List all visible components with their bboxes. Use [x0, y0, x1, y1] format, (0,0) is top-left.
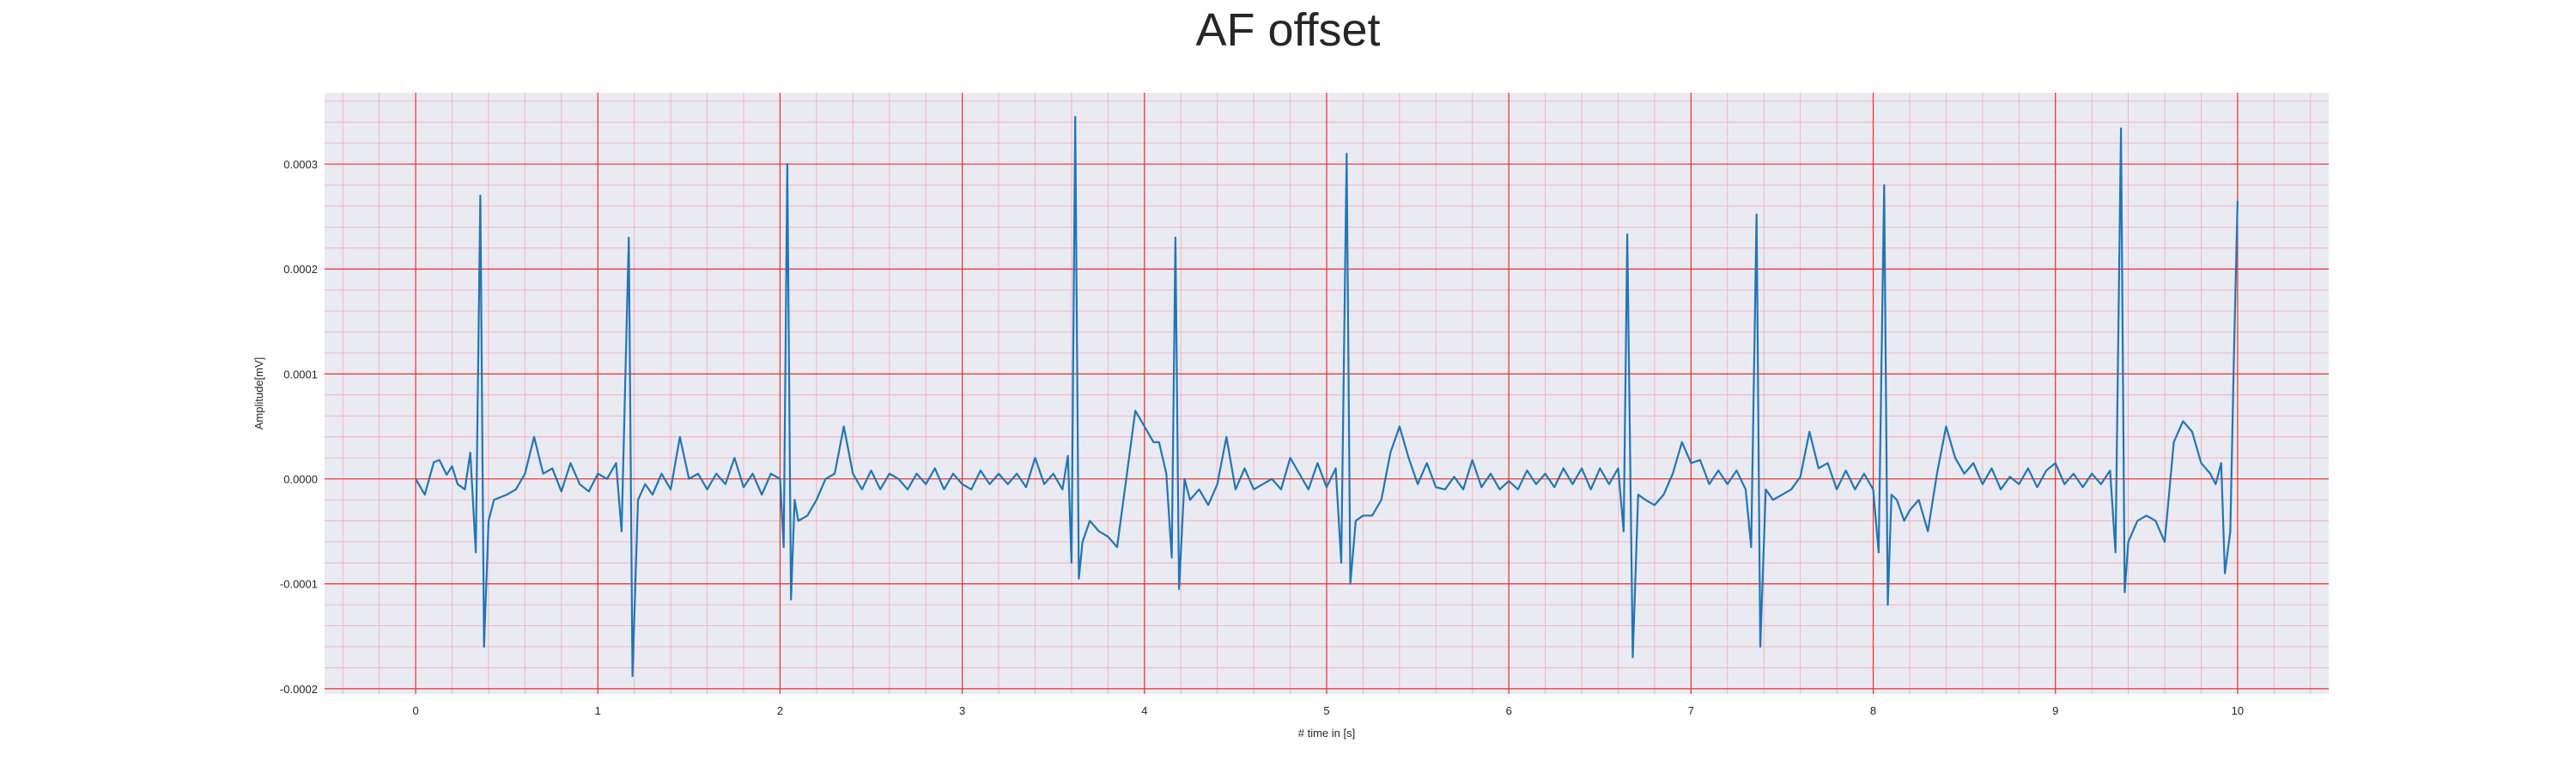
x-tick-label: 2: [777, 704, 783, 717]
ecg-series-line: [415, 116, 2239, 678]
x-axis-ticks: 0 1 2 3 4 5 6 7 8 9 10: [412, 704, 2244, 717]
y-tick-label: -0.0001: [280, 578, 318, 591]
x-tick-label: 9: [2052, 704, 2058, 717]
x-tick-label: 4: [1141, 704, 1147, 717]
x-tick-label: 1: [595, 704, 601, 717]
x-tick-label: 7: [1688, 704, 1694, 717]
y-tick-label: 0.0003: [283, 158, 318, 171]
x-tick-label: 6: [1506, 704, 1512, 717]
x-tick-label: 0: [412, 704, 418, 717]
x-tick-label: 5: [1323, 704, 1329, 717]
y-axis-ticks: -0.0002 -0.0001 0.0000 0.0001 0.0002 0.0003: [280, 158, 318, 696]
x-tick-label: 10: [2232, 704, 2244, 717]
y-tick-label: 0.0002: [283, 263, 318, 276]
chart-title: AF offset: [1195, 4, 1381, 56]
x-axis-label: # time in [s]: [1298, 727, 1355, 740]
x-tick-label: 3: [959, 704, 965, 717]
y-tick-label: -0.0002: [280, 683, 318, 696]
y-axis-label: Amplitude[mV]: [252, 357, 265, 430]
y-tick-label: 0.0000: [283, 473, 318, 486]
x-tick-label: 8: [1870, 704, 1876, 717]
y-tick-label: 0.0001: [283, 368, 318, 380]
